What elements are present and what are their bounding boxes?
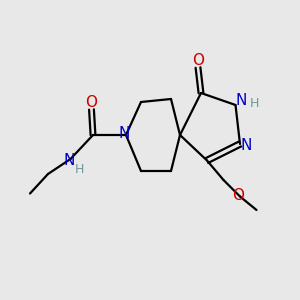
Text: N: N: [236, 93, 247, 108]
Text: O: O: [85, 95, 98, 110]
Text: H: H: [249, 97, 259, 110]
Text: O: O: [232, 188, 244, 203]
Text: N: N: [119, 126, 130, 141]
Text: N: N: [241, 138, 252, 153]
Text: N: N: [63, 153, 75, 168]
Text: H: H: [75, 163, 84, 176]
Text: O: O: [192, 53, 204, 68]
